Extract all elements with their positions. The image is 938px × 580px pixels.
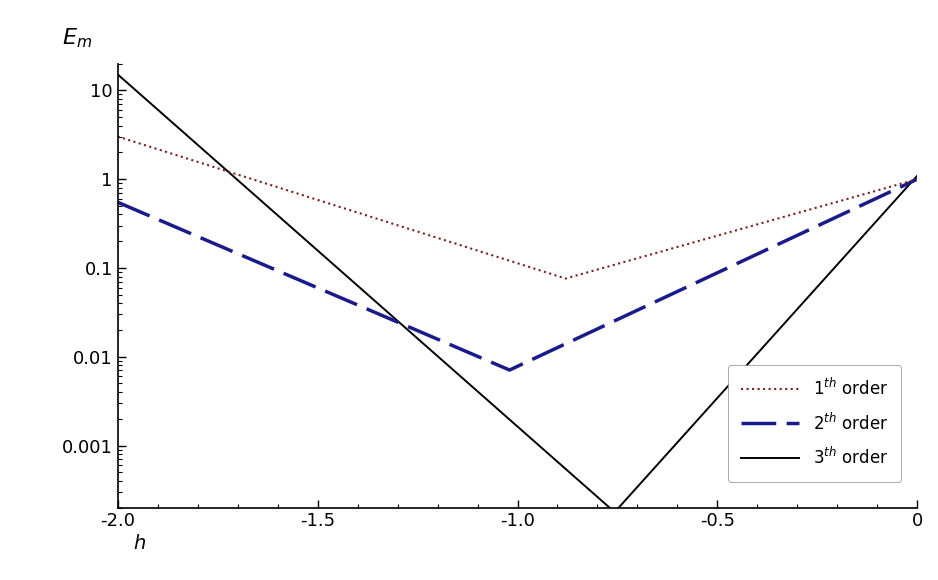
- $2^{th}$ order: [592, 325, 603, 332]
- $1^{th}$ order: [257, 179, 268, 186]
- $3^{th}$ order: [257, 199, 268, 206]
- $3^{th}$ order: [632, 483, 643, 490]
- $2^{th}$ order: [112, 199, 123, 206]
- $3^{th}$ order: [417, 340, 429, 347]
- $1^{th}$ order: [592, 266, 603, 273]
- Line: $1^{th}$ order: $1^{th}$ order: [117, 136, 917, 278]
- Line: $3^{th}$ order: $3^{th}$ order: [117, 74, 917, 512]
- $1^{th}$ order: [112, 133, 123, 140]
- $2^{th}$ order: [769, 242, 780, 249]
- Legend: $1^{th}$ order, $2^{th}$ order, $3^{th}$ order: $1^{th}$ order, $2^{th}$ order, $3^{th}$…: [728, 365, 901, 481]
- $1^{th}$ order: [560, 275, 571, 282]
- $3^{th}$ order: [609, 509, 620, 516]
- $1^{th}$ order: [708, 233, 719, 240]
- $1^{th}$ order: [769, 216, 780, 223]
- $1^{th}$ order: [912, 176, 923, 183]
- $2^{th}$ order: [708, 271, 719, 278]
- $2^{th}$ order: [504, 367, 515, 374]
- $3^{th}$ order: [708, 398, 719, 405]
- Line: $2^{th}$ order: $2^{th}$ order: [117, 179, 917, 370]
- $3^{th}$ order: [912, 172, 923, 179]
- $3^{th}$ order: [591, 493, 602, 500]
- $3^{th}$ order: [769, 331, 780, 338]
- $2^{th}$ order: [417, 329, 429, 336]
- $2^{th}$ order: [632, 307, 643, 314]
- $2^{th}$ order: [912, 176, 923, 183]
- $3^{th}$ order: [112, 71, 123, 78]
- $1^{th}$ order: [632, 255, 643, 262]
- $1^{th}$ order: [417, 230, 429, 237]
- Text: h: h: [133, 534, 146, 553]
- Text: $E_m$: $E_m$: [62, 27, 92, 50]
- $2^{th}$ order: [257, 261, 268, 268]
